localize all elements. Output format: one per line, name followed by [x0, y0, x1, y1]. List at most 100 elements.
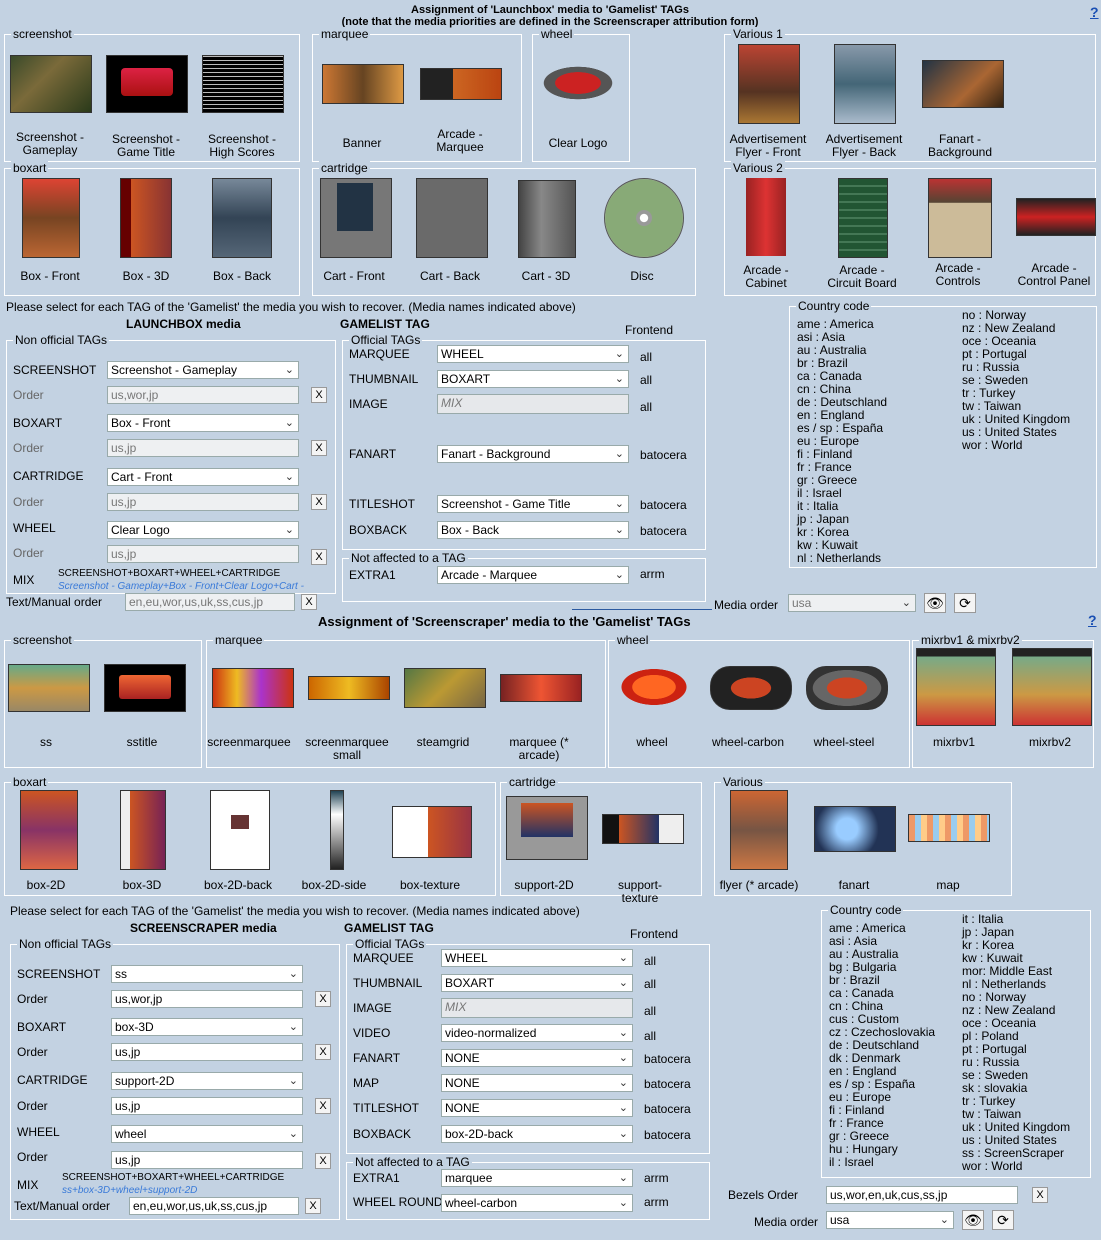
- cartridge-select[interactable]: Cart - Front ⌄: [107, 468, 299, 486]
- thumb-marquee-arcade[interactable]: [500, 674, 582, 702]
- clear-boxart-order-button[interactable]: X: [311, 440, 327, 456]
- boxart-select[interactable]: Box - Front ⌄: [107, 414, 299, 432]
- thumb-box-texture[interactable]: [392, 806, 472, 858]
- thumb-cart-front[interactable]: [320, 178, 392, 258]
- clear-wheel-order-button[interactable]: X: [311, 549, 327, 565]
- thumb-fanart-bottom[interactable]: [814, 806, 896, 852]
- extra1-select[interactable]: Arcade - Marquee ⌄: [437, 566, 629, 584]
- preview-eye-icon[interactable]: 👁: [924, 593, 946, 613]
- thumb-fanart-background[interactable]: [922, 60, 1004, 108]
- thumb-flyer-arcade[interactable]: [730, 790, 788, 870]
- clear-bezels-order-button[interactable]: X: [1032, 1187, 1048, 1203]
- thumb-support-2d[interactable]: [506, 796, 588, 860]
- group-marquee-bottom: marquee: [206, 633, 606, 768]
- thumb-box-3d-bottom[interactable]: [120, 790, 166, 870]
- ss-titleshot-select[interactable]: NONE ⌄: [441, 1099, 633, 1117]
- ss-map-select[interactable]: NONE ⌄: [441, 1074, 633, 1092]
- clear-screenshot-order-button[interactable]: X: [311, 387, 327, 403]
- tag-titleshot-bottom: TITLESHOT: [353, 1101, 420, 1115]
- clear-ss-text-manual-button[interactable]: X: [305, 1198, 321, 1214]
- boxart-order-input[interactable]: us,jp: [107, 439, 299, 457]
- thumb-box-3d[interactable]: [120, 178, 172, 258]
- fanart-select[interactable]: Fanart - Background ⌄: [437, 445, 629, 463]
- frontend-fanart: batocera: [640, 448, 687, 462]
- thumb-screenmarquee[interactable]: [212, 668, 294, 708]
- thumb-flyer-back[interactable]: [834, 44, 896, 124]
- thumb-flyer-front[interactable]: [738, 44, 800, 124]
- thumb-arcade-controls[interactable]: [928, 178, 992, 258]
- ss-cartridge-select[interactable]: support-2D ⌄: [111, 1072, 303, 1090]
- thumbnail-select[interactable]: BOXART ⌄: [437, 370, 629, 388]
- thumb-control-panel[interactable]: [1016, 198, 1096, 236]
- ss-fanart-select[interactable]: NONE ⌄: [441, 1049, 633, 1067]
- thumb-box-back[interactable]: [212, 178, 272, 258]
- clear-text-manual-button[interactable]: X: [301, 594, 317, 610]
- bezels-order-input[interactable]: us,wor,en,uk,cus,ss,jp: [826, 1186, 1018, 1204]
- thumb-map[interactable]: [908, 814, 990, 842]
- ss-wheel-round-select[interactable]: wheel-carbon ⌄: [441, 1194, 633, 1212]
- frontend-video-bottom: all: [644, 1029, 657, 1043]
- thumb-sstitle[interactable]: [104, 664, 186, 712]
- thumb-banner[interactable]: [322, 64, 404, 104]
- ss-screenshot-order-input[interactable]: us,wor,jp: [111, 990, 303, 1008]
- ss-boxart-order-input[interactable]: us,jp: [111, 1043, 303, 1061]
- order-label: Order: [13, 546, 44, 560]
- marquee-select[interactable]: WHEEL ⌄: [437, 345, 629, 363]
- thumb-screenshot-gameplay[interactable]: [10, 55, 92, 113]
- thumb-disc[interactable]: [604, 178, 684, 258]
- ss-boxart-select[interactable]: box-3D ⌄: [111, 1018, 303, 1036]
- boxback-select[interactable]: Box - Back ⌄: [437, 521, 629, 539]
- thumb-support-texture[interactable]: [602, 814, 684, 844]
- thumb-wheel-steel[interactable]: [806, 666, 888, 710]
- clear-ss-wheel-order-button[interactable]: X: [315, 1153, 331, 1169]
- thumb-ss[interactable]: [8, 664, 90, 712]
- refresh-icon[interactable]: ⟳: [954, 593, 976, 613]
- ss-video-select[interactable]: video-normalized ⌄: [441, 1024, 633, 1042]
- screenshot-order-input[interactable]: us,wor,jp: [107, 386, 299, 404]
- thumb-cart-3d[interactable]: [518, 180, 576, 258]
- thumb-box-2d-side[interactable]: [330, 790, 344, 870]
- ss-marquee-select[interactable]: WHEEL ⌄: [441, 949, 633, 967]
- ss-text-manual-input[interactable]: en,eu,wor,us,uk,ss,cus,jp: [129, 1197, 299, 1215]
- cartridge-order-input[interactable]: us,jp: [107, 493, 299, 511]
- thumb-wheel[interactable]: [616, 666, 692, 708]
- thumb-box-2d[interactable]: [20, 790, 78, 870]
- ss-extra1-select[interactable]: marquee ⌄: [441, 1169, 633, 1187]
- ss-boxback-select[interactable]: box-2D-back ⌄: [441, 1125, 633, 1143]
- clear-ss-boxart-order-button[interactable]: X: [315, 1044, 331, 1060]
- wheel-order-input[interactable]: us,jp: [107, 545, 299, 563]
- thumb-arcade-cabinet[interactable]: [746, 178, 786, 256]
- help-link-top[interactable]: ?: [1090, 4, 1099, 20]
- thumb-screenshot-high-scores[interactable]: [202, 55, 284, 113]
- thumb-box-2d-back[interactable]: [210, 790, 270, 870]
- preview-eye-icon-bottom[interactable]: 👁: [962, 1210, 984, 1230]
- thumb-clear-logo[interactable]: [538, 64, 618, 102]
- screenshot-select[interactable]: Screenshot - Gameplay ⌄: [107, 361, 299, 379]
- thumb-wheel-carbon[interactable]: [710, 666, 792, 710]
- titleshot-select[interactable]: Screenshot - Game Title ⌄: [437, 495, 629, 513]
- help-link-bottom[interactable]: ?: [1088, 612, 1097, 628]
- thumb-cart-back[interactable]: [416, 178, 488, 258]
- thumb-mixrbv2[interactable]: [1012, 648, 1092, 726]
- ss-thumbnail-select[interactable]: BOXART ⌄: [441, 974, 633, 992]
- thumb-circuit-board[interactable]: [838, 178, 888, 258]
- refresh-icon-bottom[interactable]: ⟳: [992, 1210, 1014, 1230]
- wheel-select[interactable]: Clear Logo ⌄: [107, 521, 299, 539]
- media-order-select-top[interactable]: usa ⌄: [788, 594, 916, 612]
- clear-ss-cartridge-order-button[interactable]: X: [315, 1098, 331, 1114]
- thumb-box-front[interactable]: [22, 178, 80, 258]
- thumb-mixrbv1[interactable]: [916, 648, 996, 726]
- clear-ss-screenshot-order-button[interactable]: X: [315, 991, 331, 1007]
- ss-screenshot-select[interactable]: ss ⌄: [111, 965, 303, 983]
- thumb-arcade-marquee[interactable]: [420, 68, 502, 100]
- caption-map: map: [936, 878, 960, 892]
- ss-wheel-select[interactable]: wheel ⌄: [111, 1125, 303, 1143]
- thumb-screenmarquee-small[interactable]: [308, 676, 390, 700]
- media-order-select-bottom[interactable]: usa ⌄: [826, 1211, 954, 1229]
- thumb-steamgrid[interactable]: [404, 668, 486, 708]
- ss-cartridge-order-input[interactable]: us,jp: [111, 1097, 303, 1115]
- text-manual-input[interactable]: en,eu,wor,us,uk,ss,cus,jp: [125, 593, 295, 611]
- ss-wheel-order-input[interactable]: us,jp: [111, 1151, 303, 1169]
- clear-cartridge-order-button[interactable]: X: [311, 494, 327, 510]
- thumb-screenshot-game-title[interactable]: [106, 55, 188, 113]
